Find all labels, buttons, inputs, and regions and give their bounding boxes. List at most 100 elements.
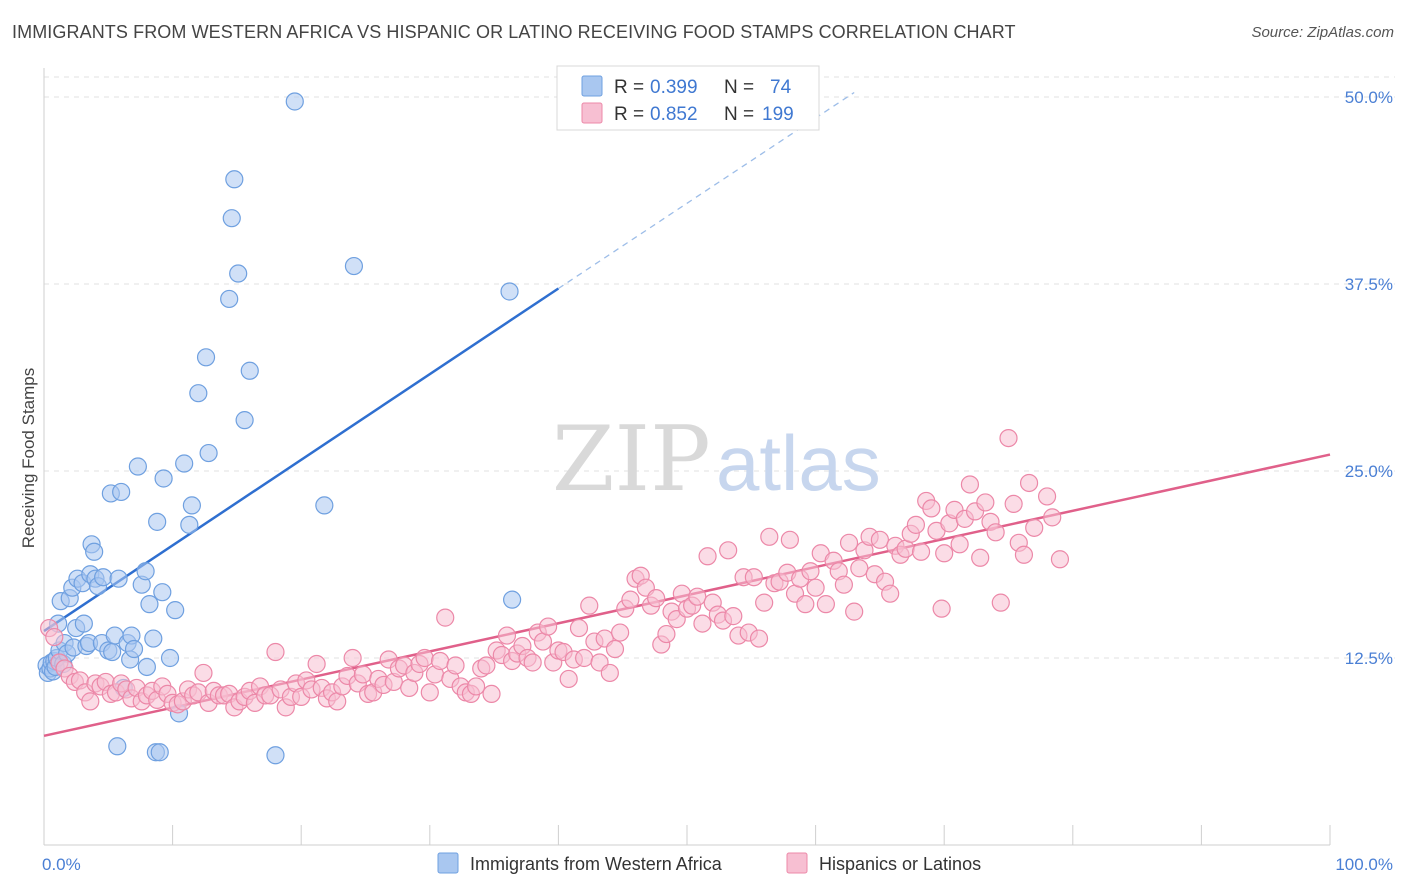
series-2-point-173 [932,599,951,618]
series-2-point-1 [45,627,64,647]
series-2-point-187 [1004,494,1023,514]
series-2-point-30 [194,663,213,683]
bottom-legend-swatch-pink [786,852,808,874]
series-1-point-61 [225,170,244,189]
series-1-point-54 [180,515,199,534]
series-2-point-156 [845,602,864,621]
series-1-point-53 [175,454,194,473]
series-1-point-35 [112,482,131,502]
series-2-point-73 [415,648,434,668]
series-1-point-58 [199,443,218,463]
series-2-point-127 [693,614,712,633]
series-2-point-163 [881,584,900,603]
series-2-point-191 [1025,518,1044,537]
series-2-point-161 [870,530,890,549]
series-2-point-74 [420,683,439,702]
series-1-point-47 [148,512,167,531]
series-1-point-69 [503,590,522,609]
bottom-legend: Immigrants from Western Africa Hispanics… [437,852,981,874]
series-2-point-181 [971,548,990,567]
series-2-point-184 [986,523,1005,542]
series-2-point-151 [816,595,835,614]
series-1-point-32 [103,642,122,662]
legend-n-value-1: 74 [770,77,792,98]
series-2-point-132 [719,541,738,560]
series-1-point-48 [153,583,172,602]
y-tick-label-0: 12.5% [1345,649,1393,668]
series-2-point-111 [611,623,630,642]
series-2-point-194 [1050,550,1070,569]
legend-swatch-pink [581,102,603,124]
legend-n-value-2: 199 [762,104,794,125]
series-1-point-34 [109,569,128,588]
legend: R = 0.399 N = 74 R = 0.852 N = 199 [556,65,820,131]
series-2-point-113 [621,590,640,609]
series-1-point-63 [235,411,254,430]
series-2-point-8 [81,692,100,711]
legend-n-label-2: N = [724,104,754,125]
watermark: ZIP atlas [552,407,881,512]
x-tick-label-right: 100.0% [1335,855,1393,874]
series-2-point-79 [446,656,465,675]
y-axis-label: Receiving Food Stamps [19,368,38,548]
series-2-point-104 [575,648,594,668]
series-1-point-45 [140,595,159,614]
series-2-point-147 [796,595,815,614]
series-1-point-29 [94,568,113,587]
bottom-legend-label-1: Immigrants from Western Africa [470,854,723,874]
series-1-point-66 [315,496,334,515]
series-2-point-137 [744,568,763,587]
series-2-point-193 [1043,508,1062,527]
data-points [37,92,1070,765]
chart-title: IMMIGRANTS FROM WESTERN AFRICA VS HISPAN… [12,22,1016,42]
series-2-point-138 [749,629,769,648]
y-tick-label-2: 37.5% [1345,275,1393,294]
series-2-point-139 [755,593,774,612]
series-2-point-97 [539,617,558,636]
series-2-point-94 [523,653,542,672]
series-2-point-148 [801,562,820,581]
series-1-point-55 [182,496,201,515]
series-1-point-73 [266,746,285,765]
series-2-point-140 [760,527,779,546]
series-1-point-50 [160,648,180,668]
y-tick-label-3: 50.0% [1345,88,1393,107]
series-1-point-41 [128,457,147,476]
series-2-point-179 [960,475,980,494]
series-2-point-168 [906,515,926,534]
series-2-point-83 [466,677,486,696]
legend-r-value-1: 0.399 [650,77,698,98]
series-1-point-62 [229,264,248,283]
chart-source: Source: ZipAtlas.com [1251,24,1394,41]
series-2-point-126 [688,587,707,606]
series-2-point-157 [850,559,869,578]
tick-labels: 12.5% 25.0% 37.5% 50.0% 0.0% 100.0% [42,88,1393,874]
series-2-point-61 [353,665,373,684]
bottom-legend-swatch-blue [437,852,459,874]
series-2-point-192 [1037,487,1057,506]
series-2-point-155 [839,533,859,552]
series-1-point-51 [166,601,185,620]
series-1-trend-line [43,287,560,633]
series-2-point-89 [497,626,517,645]
series-2-point-186 [999,428,1018,448]
series-1-point-59 [220,289,239,309]
series-1-point-67 [344,256,364,276]
series-2-point-105 [580,596,599,615]
legend-n-label-1: N = [724,77,754,98]
series-2-point-85 [477,656,496,675]
series-2-point-77 [436,608,455,627]
legend-r-value-2: 0.852 [650,104,698,125]
series-2-point-86 [482,684,501,704]
series-1-point-70 [108,737,127,756]
legend-r-label-1: R = [614,77,644,98]
y-tick-label-1: 25.0% [1345,462,1393,481]
series-2-point-144 [780,530,799,549]
series-2-point-109 [600,663,619,683]
series-2-point-149 [806,578,825,597]
axes [43,68,1331,846]
series-1-point-46 [144,629,163,648]
series-2-point-76 [430,651,450,671]
series-1-point-25 [85,542,104,561]
series-2-point-128 [698,547,717,566]
